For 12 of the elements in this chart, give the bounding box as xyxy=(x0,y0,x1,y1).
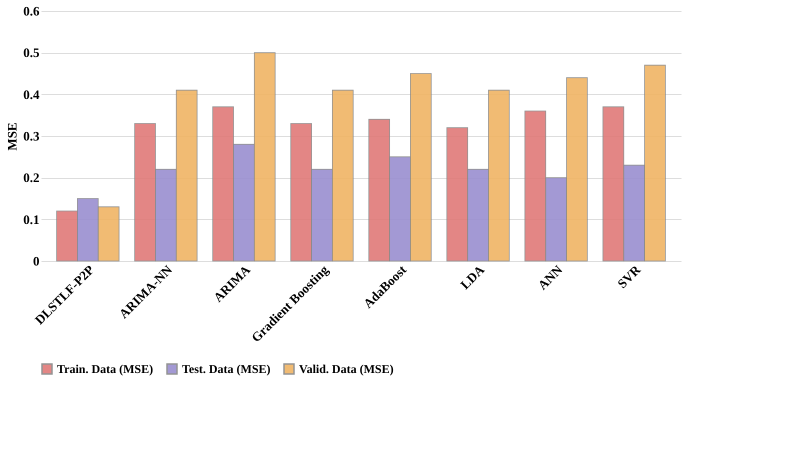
y-axis-title: MSE xyxy=(4,122,20,151)
y-tick-label: 0.5 xyxy=(23,45,40,60)
y-tick-label: 0.2 xyxy=(23,170,40,186)
y-tick-label: 0.1 xyxy=(23,212,40,227)
legend-label: Train. Data (MSE) xyxy=(57,362,154,376)
y-tick-label: 0.3 xyxy=(23,128,40,144)
legend-label: Valid. Data (MSE) xyxy=(299,362,394,376)
y-tick-label: 0.6 xyxy=(23,4,40,18)
y-tick-label: 0.4 xyxy=(23,86,40,102)
legend-label: Test. Data (MSE) xyxy=(182,362,271,376)
x-tick-label: SVR xyxy=(614,262,644,292)
y-tick-label: 0 xyxy=(33,254,40,268)
